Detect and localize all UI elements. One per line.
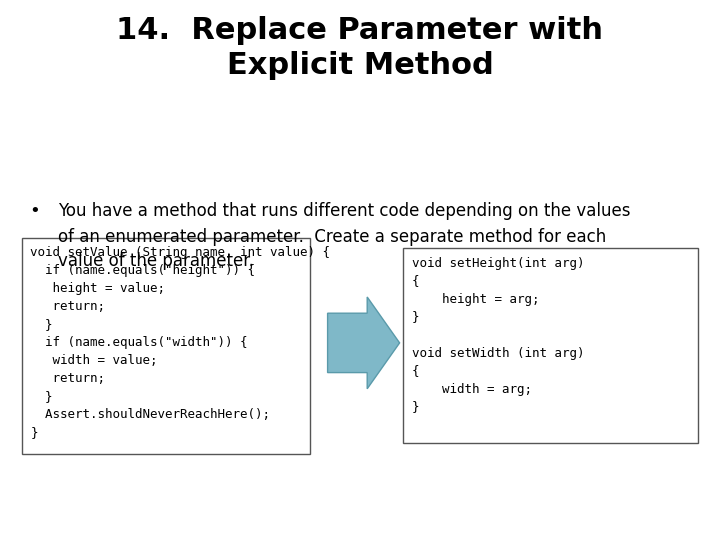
Text: You have a method that runs different code depending on the values
of an enumera: You have a method that runs different co… — [58, 202, 630, 271]
FancyBboxPatch shape — [22, 238, 310, 454]
Polygon shape — [328, 297, 400, 389]
Text: void setValue (String name, int value) {
  if (name.equals("height")) {
   heigh: void setValue (String name, int value) {… — [30, 246, 330, 438]
Text: 14.  Replace Parameter with
Explicit Method: 14. Replace Parameter with Explicit Meth… — [117, 16, 603, 80]
Text: •: • — [29, 202, 40, 220]
FancyBboxPatch shape — [403, 248, 698, 443]
Text: void setHeight(int arg)
{
    height = arg;
}

void setWidth (int arg)
{
    wid: void setHeight(int arg) { height = arg; … — [412, 256, 585, 414]
